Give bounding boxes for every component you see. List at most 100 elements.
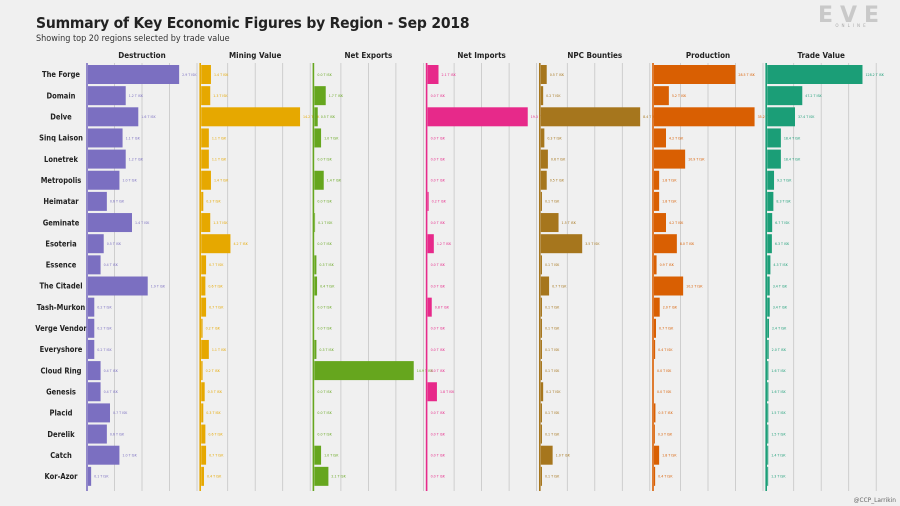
value-label: 1.9 T ISK [151,284,166,288]
bar-destruction-placid [88,403,110,423]
panel-title-production: Production [686,51,730,60]
value-label: 0.6 T ISK [110,200,125,204]
value-label: 0.6 T ISK [110,432,125,436]
value-label: 14.2 T ISK [303,115,320,119]
value-label: 1.4 T ISK [214,73,229,77]
value-label: 5.2 T ISK [672,94,687,98]
value-label: 1.4 T ISK [135,221,150,225]
value-label: 0.0 T ISK [317,157,332,161]
value-label: 0.2 T ISK [546,94,561,98]
value-label: 9.2 T ISK [777,179,792,183]
value-label: 4.2 T ISK [233,242,248,246]
bar-net-imports-tash-murkon [427,297,432,317]
value-label: 1.8 T ISK [662,200,677,204]
value-label: 0.2 T ISK [97,327,112,331]
panel-title-trade-value: Trade Value [797,51,845,60]
bar-production-kor-azor [654,466,656,486]
panel-destruction: Destruction 2.9 T ISK 1.2 T ISK 1.6 T ISK 1.… [86,51,198,491]
value-label: 0.0 T ISK [431,475,446,479]
value-label: 1.6 T ISK [771,390,786,394]
value-label: 0.1 T ISK [545,369,560,373]
bar-trade-value-cloud-ring [767,361,769,381]
value-label: 3.4 T ISK [773,284,788,288]
bar-production-the-citadel [654,276,684,296]
value-label: 0.0 T ISK [317,411,332,415]
bar-mining-value-verge-vendor [201,318,203,338]
value-label: 0.7 T ISK [552,284,567,288]
bar-mining-value-delve [201,107,301,127]
bar-production-verge-vendor [654,318,656,338]
logo-word: EVE [818,3,887,28]
value-label: 6.7 T ISK [775,221,790,225]
bar-trade-value-everyshore [767,339,769,359]
value-label: 0.0 T ISK [317,242,332,246]
value-label: 2.1 T ISK [441,73,456,77]
value-label: 0.2 T ISK [432,200,447,204]
bar-mining-value-sinq-laison [201,128,209,148]
bar-npc-bounties-heimatar [540,191,542,211]
bar-net-imports-heimatar [427,191,429,211]
bar-production-sinq-laison [654,128,666,148]
value-label: 0.3 T ISK [319,348,334,352]
bar-npc-bounties-everyshore [540,339,542,359]
value-label: 0.0 T ISK [431,432,446,436]
value-label: 1.1 T ISK [212,136,227,140]
value-label: 0.6 T ISK [208,432,223,436]
value-label: 0.7 T ISK [209,305,224,309]
chart-title: Summary of Key Economic Figures by Regio… [36,14,470,32]
value-label: 0.0 T ISK [317,305,332,309]
bar-destruction-kor-azor [88,466,92,486]
value-label: 1.0 T ISK [122,454,137,458]
value-label: 0.6 T ISK [208,284,223,288]
value-label: 14.9 T ISK [417,369,434,373]
value-label: 0.3 T ISK [319,263,334,267]
value-label: 0.4 T ISK [658,348,673,352]
bar-trade-value-metropolis [767,170,775,190]
bar-npc-bounties-domain [540,86,544,106]
bar-npc-bounties-metropolis [540,170,547,190]
value-label: 0.3 T ISK [658,432,673,436]
value-label: 0.0 T ISK [657,390,672,394]
bar-mining-value-domain [201,86,211,106]
bar-npc-bounties-verge-vendor [540,318,542,338]
credit-handle: @CCP_Larrikin [853,496,896,504]
bar-npc-bounties-lonetrek [540,149,548,169]
bar-npc-bounties-the-forge [540,65,547,84]
bar-production-esoteria [654,234,677,254]
bar-net-exports-geminate [314,213,316,233]
bar-mining-value-everyshore [201,339,209,359]
value-label: 1.0 T ISK [324,454,339,458]
value-label: 8.4 T ISK [643,115,658,119]
bar-destruction-tash-murkon [88,297,95,317]
bar-trade-value-the-citadel [767,276,770,296]
bar-mining-value-lonetrek [201,149,209,169]
bar-npc-bounties-cloud-ring [540,361,542,381]
value-label: 4.2 T ISK [669,221,684,225]
value-label: 1.8 T ISK [662,454,677,458]
value-label: 0.0 T ISK [431,348,446,352]
value-label: 0.1 T ISK [545,411,560,415]
row-label-domain: Domain [47,91,76,100]
value-label: 0.1 T ISK [545,263,560,267]
value-label: 0.5 T ISK [107,242,122,246]
value-label: 0.1 T ISK [545,348,560,352]
bar-trade-value-tash-murkon [767,297,770,317]
value-label: 0.0 T ISK [431,221,446,225]
value-label: 0.0 T ISK [317,390,332,394]
bar-net-exports-essence [314,255,317,275]
bar-net-imports-the-forge [427,65,439,84]
bar-production-the-forge [654,65,736,84]
bar-net-exports-metropolis [314,170,324,190]
value-label: 0.0 T ISK [431,136,446,140]
value-label: 0.3 T ISK [547,136,562,140]
bar-destruction-geminate [88,213,132,233]
value-label: 1.0 T ISK [122,179,137,183]
bar-net-exports-catch [314,445,322,465]
bar-npc-bounties-derelik [540,424,542,444]
value-label: 0.4 T ISK [207,475,222,479]
bar-net-exports-the-citadel [314,276,318,296]
bar-npc-bounties-delve [540,107,641,127]
bar-destruction-domain [88,86,126,106]
value-label: 128.2 T ISK [865,73,884,77]
